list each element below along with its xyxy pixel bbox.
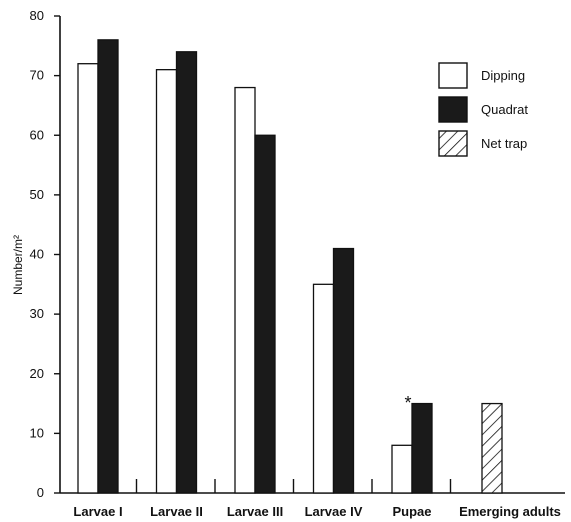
- x-tick-label: Emerging adults: [459, 504, 561, 519]
- y-tick-label: 50: [30, 187, 44, 202]
- bar-dipping: [155, 69, 178, 494]
- bar-quadrat: [254, 134, 276, 494]
- x-axis-labels: Larvae I Larvae II Larvae III Larvae IV Pupa…: [73, 504, 561, 519]
- x-tick-label: Larvae I: [73, 504, 122, 519]
- annotations: *: [404, 393, 411, 413]
- bar-quadrat: [97, 39, 119, 494]
- legend-swatch: [438, 62, 468, 89]
- legend-swatch: [438, 96, 468, 123]
- bar-dipping: [391, 444, 413, 494]
- bar-dipping: [77, 63, 99, 494]
- y-tick-label: 80: [30, 8, 44, 23]
- bar-quadrat: [332, 247, 355, 494]
- legend-swatch: [438, 130, 468, 157]
- y-tick-label: 0: [37, 485, 44, 500]
- bars: [77, 39, 503, 494]
- y-axis-label: Number/m²: [11, 235, 25, 295]
- legend-label: Net trap: [481, 136, 527, 151]
- y-tick-label: 70: [30, 68, 44, 83]
- legend: Dipping Quadrat Net trap: [438, 62, 528, 157]
- legend-label: Quadrat: [481, 102, 528, 117]
- y-axis-ticks: 0 10 20 30 40 50 60 70 80: [30, 8, 60, 500]
- x-tick-label: Larvae III: [227, 504, 283, 519]
- bar-dipping: [312, 283, 335, 494]
- bar-dipping: [234, 86, 256, 494]
- x-tick-label: Pupae: [392, 504, 431, 519]
- bar-quadrat: [175, 51, 198, 494]
- x-tick-label: Larvae II: [150, 504, 203, 519]
- y-tick-label: 30: [30, 306, 44, 321]
- y-tick-label: 20: [30, 366, 44, 381]
- bar-net-trap: [481, 402, 503, 494]
- significance-asterisk: *: [404, 393, 411, 413]
- x-tick-label: Larvae IV: [305, 504, 363, 519]
- y-tick-label: 10: [30, 425, 44, 440]
- bar-quadrat: [411, 402, 433, 494]
- legend-label: Dipping: [481, 68, 525, 83]
- y-tick-label: 60: [30, 127, 44, 142]
- y-tick-label: 40: [30, 247, 44, 262]
